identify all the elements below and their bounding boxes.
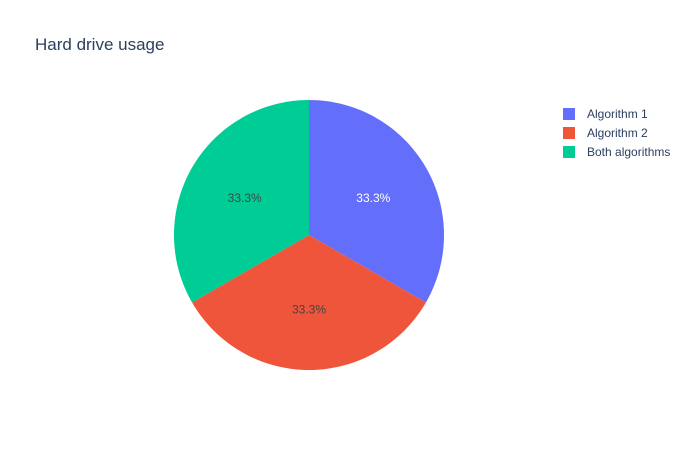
- legend-item-1[interactable]: Algorithm 1: [563, 107, 648, 121]
- legend-item-3[interactable]: Both algorithms: [563, 145, 670, 159]
- pie-slices: [174, 100, 444, 370]
- pie-slice-2[interactable]: [192, 235, 426, 370]
- legend-item-2[interactable]: Algorithm 2: [563, 126, 648, 140]
- slice-label-1: 33.3%: [356, 191, 390, 205]
- legend-label: Algorithm 1: [587, 107, 648, 121]
- legend-label: Both algorithms: [587, 145, 670, 159]
- legend-swatch: [563, 127, 575, 139]
- slice-label-2: 33.3%: [292, 302, 326, 316]
- legend-swatch: [563, 108, 575, 120]
- legend: Algorithm 1 Algorithm 2 Both algorithms: [563, 107, 670, 159]
- slice-label-3: 33.3%: [228, 191, 262, 205]
- legend-label: Algorithm 2: [587, 126, 648, 140]
- legend-swatch: [563, 146, 575, 158]
- pie-slice-3[interactable]: [174, 100, 309, 303]
- chart-title: Hard drive usage: [35, 35, 164, 54]
- pie-labels: 33.3% 33.3% 33.3%: [228, 191, 391, 316]
- pie-slice-1[interactable]: [309, 100, 444, 303]
